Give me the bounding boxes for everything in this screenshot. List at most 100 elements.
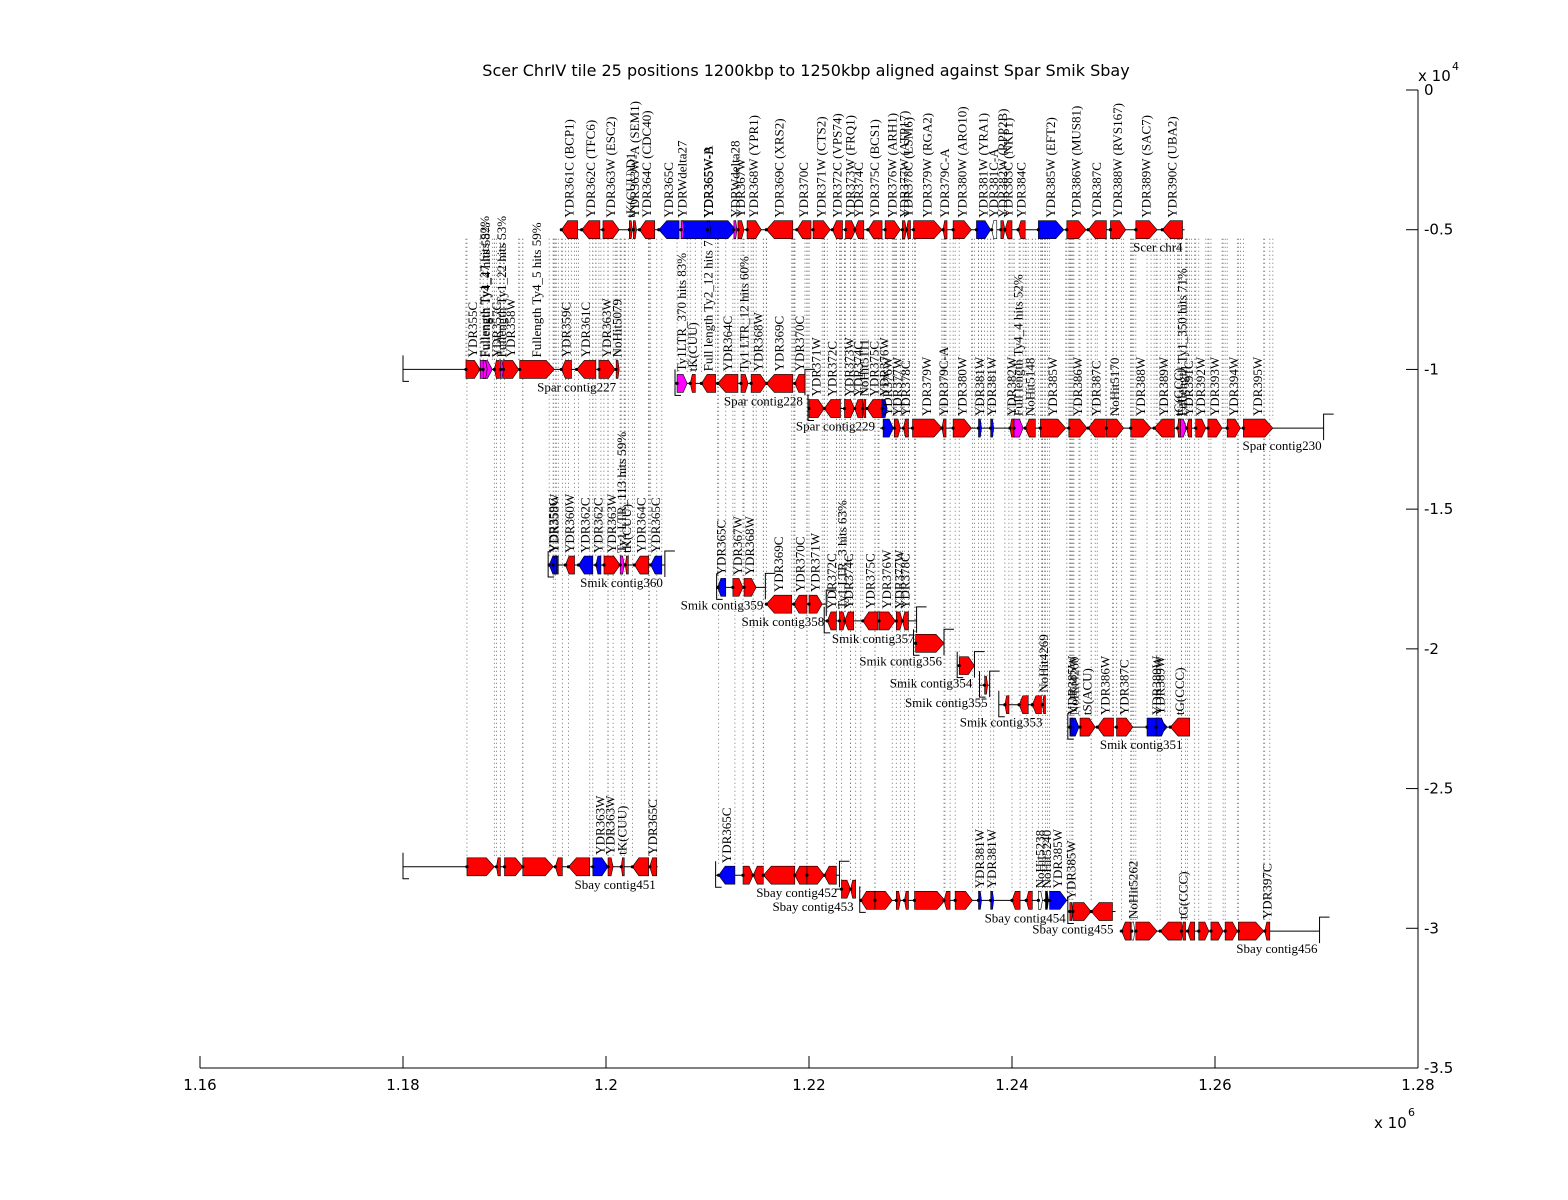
gene-arrow	[958, 656, 975, 675]
contig-bracket-left	[716, 573, 723, 600]
gene-arrow	[793, 594, 808, 614]
gene-arrow	[560, 220, 578, 240]
gene-boundary-dot	[1185, 929, 1190, 933]
gene-label: YDR377W	[891, 549, 906, 609]
gene-label: YDR377W	[889, 356, 904, 416]
gene-boundary-dot	[1129, 426, 1133, 430]
gene-boundary-dot	[749, 381, 753, 385]
gene-boundary-dot	[1145, 725, 1149, 729]
gene-arrow	[1040, 418, 1067, 438]
gene-boundary-dot	[601, 228, 605, 232]
gene-arrow	[762, 865, 796, 885]
gene-arrow	[823, 865, 837, 885]
gene-boundary-dot	[547, 563, 551, 567]
gene-boundary-dot	[1263, 929, 1267, 933]
gene-arrow	[503, 360, 520, 379]
gene-boundary-dot	[989, 426, 993, 430]
x-tick-label: 1.24	[995, 1076, 1028, 1094]
contig-name: Sbay contig451	[575, 877, 656, 892]
contig-track: YDR365C Sbay contig452	[715, 808, 850, 900]
gene-boundary-dot	[502, 865, 507, 869]
gene-boundary-dot	[1134, 228, 1138, 232]
contig-track: Smik contig355	[905, 670, 1000, 710]
gene-label: YDR382W (RPP2B)	[995, 109, 1010, 218]
gene-boundary-dot	[795, 228, 799, 232]
gene-boundary-dot	[913, 641, 918, 645]
x-tick-label: 1.22	[792, 1076, 825, 1094]
contig-track: YDR385W Sbay contig455	[1032, 840, 1116, 937]
axes: 1.16 1.18 1.2 1.22 1.24 1.26 1.28 0 -0.5 -1 -1.5 -2…	[183, 60, 1459, 1132]
gene-arrow	[765, 594, 793, 614]
gene-boundary-dot	[1134, 929, 1138, 933]
gene-arrow	[519, 360, 555, 379]
gene-boundary-dot	[741, 873, 745, 877]
gene-label: YDRWdelta28	[727, 140, 742, 217]
gene-arrow	[895, 891, 901, 910]
gene-boundary-dot	[630, 865, 634, 869]
gene-label: YDR379C-A	[937, 148, 952, 218]
gene-arrow	[482, 360, 488, 379]
y-tick-label: -2	[1424, 640, 1439, 658]
gene-label: YDR382W	[1004, 356, 1019, 416]
gene-boundary-dot	[764, 602, 768, 606]
gene-boundary-dot	[501, 367, 506, 372]
gene-boundary-dot	[1236, 929, 1240, 933]
gene-boundary-dot	[989, 898, 993, 902]
gene-boundary-dot	[877, 619, 881, 623]
gene-boundary-dot	[1089, 909, 1093, 914]
gene-arrow	[874, 891, 893, 910]
gene-label: YDR357C	[489, 302, 504, 358]
gene-arrow	[1226, 418, 1241, 438]
gene-arrow	[878, 611, 896, 631]
gene-arrow	[1000, 220, 1006, 240]
gene-arrow	[1018, 695, 1029, 715]
gene-boundary-dot	[1168, 725, 1172, 729]
gene-label: YDR385W	[1064, 655, 1079, 715]
gene-label: YDR359C	[546, 497, 561, 553]
gene-arrow	[581, 220, 601, 240]
gene-label: YDR397C	[1259, 863, 1274, 919]
gene-boundary-dot	[1130, 929, 1134, 933]
gene-boundary-dot	[974, 228, 979, 232]
gene-arrow	[752, 865, 764, 885]
gene-boundary-dot	[563, 563, 568, 567]
gene-label: YDR369C (XRS2)	[772, 118, 787, 217]
gene-arrow	[952, 220, 972, 240]
contig-name: Sbay contig452	[756, 885, 837, 900]
gene-label: YDR361C	[578, 302, 593, 358]
gene-boundary-dot	[1010, 898, 1014, 902]
contig-bracket-left	[547, 551, 555, 578]
gene-boundary-dot	[861, 406, 865, 411]
gene-label: YDR386W (MUS81)	[1068, 106, 1083, 218]
x-multiplier-exp: 6	[1408, 1106, 1415, 1119]
gene-boundary-dot	[1108, 228, 1113, 232]
gene-boundary-dot	[465, 865, 469, 869]
gene-boundary-dot	[553, 865, 557, 869]
gene-boundary-dot	[873, 898, 877, 902]
gene-arrow	[866, 399, 883, 418]
gene-arrow	[1224, 921, 1238, 941]
contig-bracket-left	[859, 886, 866, 913]
gene-arrow	[1106, 418, 1125, 438]
gene-arrow	[639, 220, 656, 240]
x-tick-label: 1.26	[1198, 1076, 1231, 1094]
gene-boundary-dot	[481, 367, 485, 372]
gene-arrow	[743, 578, 757, 597]
ortholog-connectors	[465, 238, 1274, 923]
gene-arrow	[1087, 220, 1107, 240]
gene-arrow	[1159, 921, 1182, 941]
gene-label: YDR363W (ESC2)	[603, 116, 618, 217]
gene-boundary-dot	[904, 228, 909, 232]
gene-arrow	[952, 418, 972, 438]
gene-label: Ty1 LTR_113 hits 59%	[614, 432, 629, 553]
gene-label: YDR389W	[1156, 356, 1171, 416]
gene-arrow	[808, 399, 825, 418]
contig-bracket-left	[807, 394, 814, 422]
contig-track: Sbay contig453	[772, 879, 856, 914]
gene-label: tK(CUU)	[619, 504, 634, 553]
gene-label: YDR389W	[1153, 655, 1168, 715]
gene-arrow	[796, 220, 812, 240]
contig-name: Smik contig360	[580, 575, 663, 590]
